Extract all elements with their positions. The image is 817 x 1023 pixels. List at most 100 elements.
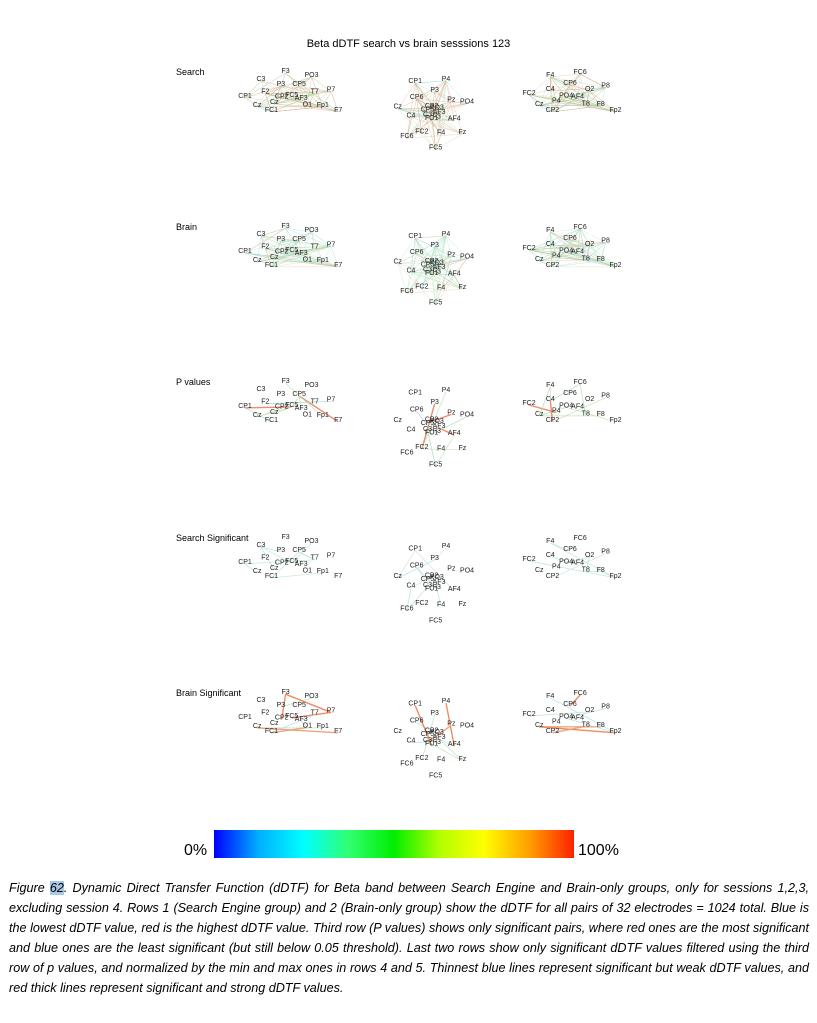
connection-line [539,253,578,262]
electrode-label: FC6 [574,224,587,231]
connection-line [552,252,567,268]
connection-line [440,80,447,135]
electrode-label: C3 [423,426,432,433]
electrode-label: P3 [430,710,439,717]
electrode-label: F3 [433,428,441,435]
connection-line [431,108,436,150]
connection-line [445,235,452,257]
connection-line [415,82,455,121]
electrode-label: PO3 [304,227,318,234]
connection-line [550,383,581,402]
connection-line [436,101,452,110]
electrode-label: F4 [437,285,445,292]
electrode-label: FC6 [574,69,587,76]
electrode-label: PO3 [304,382,318,389]
electrode-label: CP2 [425,728,439,735]
connection-line [438,258,468,270]
connection-line [406,253,417,294]
electrode-label: AF4 [571,559,584,566]
connection-line [585,245,590,261]
connection-line [528,249,540,262]
electrode-label: CP2 [425,417,439,424]
connection-line [265,93,339,113]
connection-line [311,231,332,247]
connection-line [397,263,436,305]
electrode-label: Fp2 [609,262,621,269]
connection-line [577,228,581,254]
connection-line [298,395,302,410]
electrode-label: T7 [311,399,319,406]
connection-line [397,550,416,579]
connection-line [416,567,438,590]
connection-line [421,448,463,451]
electrode-label: CP6 [410,407,424,414]
electrode-label: Cz [393,728,402,735]
electrode-label: PO3 [304,538,318,545]
electrode-label: FC6 [574,690,587,697]
connection-line [550,231,586,261]
electrode-label: F4 [437,130,445,137]
connection-line [528,94,540,107]
connection-line [580,228,606,243]
connection-line [579,383,587,416]
electrode-label: O2 [585,552,594,559]
connection-line [445,80,463,135]
connection-line [434,91,440,115]
electrode-label: FC2 [522,245,535,252]
connection-line [427,107,432,112]
connection-line [298,85,339,113]
electrode-label: FC2 [415,600,428,607]
connection-line [539,260,553,268]
connection-line [589,90,616,113]
connection-line [427,271,442,290]
electrode-label: F4 [546,693,554,700]
electrode-label: O1 [303,411,312,418]
electrode-label: Fz [459,445,467,452]
electrode-label: PO3 [430,418,444,425]
electrode-label: FC5 [429,145,442,152]
connection-line [265,248,302,256]
electrode-label: F8 [597,256,605,263]
connection-line [410,272,463,290]
connection-line [435,133,463,150]
connection-line [265,93,302,101]
connection-line [281,98,302,101]
electrode-label: CP5 [292,236,306,243]
electrode-label: FC1 [425,429,438,436]
connection-line [414,83,417,99]
connection-line [539,73,581,107]
connection-line [291,542,312,564]
connection-line [410,116,428,118]
electrode-label: CP1 [408,545,422,552]
row-label-brain: Brain [176,222,198,232]
connection-line [436,264,455,276]
connection-line [585,242,606,261]
connection-line [265,246,332,249]
connection-line [416,98,437,110]
electrode-label: AF3 [433,264,446,271]
electrode-label: C4 [407,583,416,590]
connection-line [416,98,468,104]
electrode-label: C3 [256,697,265,704]
connection-line [257,246,332,263]
electrode-label: C4 [407,738,416,745]
connection-line [421,288,442,290]
connection-line [265,248,275,260]
electrode-label: PO4 [460,99,474,106]
electrode-label: F3 [433,114,441,121]
connection-line [528,245,590,251]
connection-line [438,268,463,290]
connection-line [528,560,616,579]
electrode-label: Pz [447,720,456,727]
caption-text: . Dynamic Direct Transfer Function (dDTF… [9,881,809,995]
electrode-label: O2 [585,241,594,248]
connection-line [271,246,332,268]
electrode-label: Pz [447,409,456,416]
electrode-label: F7 [334,107,342,114]
electrode-label: FC1 [425,270,438,277]
connection-line [406,587,412,611]
connection-line [260,235,281,242]
